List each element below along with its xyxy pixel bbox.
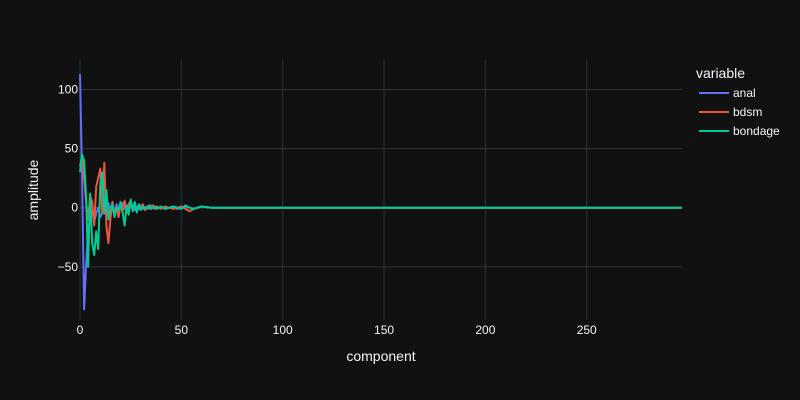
y-tick-label: −50 [58,260,79,274]
series-line-bondage [79,153,682,268]
legend-item-bdsm[interactable]: bdsm [733,105,762,119]
legend-item-anal[interactable]: anal [733,86,756,100]
x-axis-ticks: 0 50 100 150 200 250 [77,323,597,337]
y-axis-ticks: −50 0 50 100 [58,83,79,274]
x-tick-label: 100 [273,323,293,337]
y-tick-label: 50 [65,142,79,156]
x-axis-title: component [346,348,415,364]
y-tick-label: 0 [71,201,78,215]
x-tick-label: 250 [577,323,597,337]
y-tick-label: 100 [58,83,78,97]
plot-area [79,74,682,311]
x-tick-label: 50 [175,323,189,337]
legend-item-bondage[interactable]: bondage [733,124,780,138]
legend-title: variable [696,65,745,81]
legend: variable anal bdsm bondage [696,65,780,138]
x-tick-label: 200 [475,323,495,337]
x-tick-label: 0 [77,323,84,337]
y-axis-title: amplitude [25,159,41,220]
x-tick-label: 150 [374,323,394,337]
